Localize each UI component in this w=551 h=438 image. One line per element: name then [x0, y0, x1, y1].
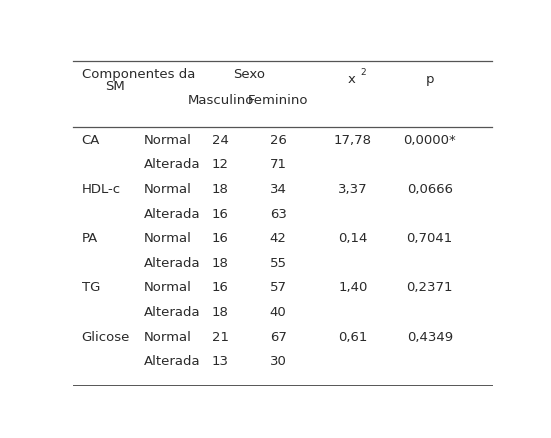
Text: 0,61: 0,61 [338, 331, 368, 344]
Text: 55: 55 [269, 257, 287, 270]
Text: Alterada: Alterada [144, 306, 200, 319]
Text: 57: 57 [269, 282, 287, 294]
Text: 0,4349: 0,4349 [407, 331, 453, 344]
Text: x: x [348, 73, 355, 86]
Text: SM: SM [105, 80, 125, 93]
Text: Normal: Normal [144, 282, 192, 294]
Text: 0,2371: 0,2371 [407, 282, 453, 294]
Text: 24: 24 [212, 134, 229, 147]
Text: Normal: Normal [144, 331, 192, 344]
Text: 21: 21 [212, 331, 229, 344]
Text: Alterada: Alterada [144, 257, 200, 270]
Text: 12: 12 [212, 159, 229, 171]
Text: 2: 2 [360, 68, 366, 77]
Text: 1,40: 1,40 [338, 282, 368, 294]
Text: PA: PA [82, 232, 98, 245]
Text: 0,0666: 0,0666 [407, 183, 453, 196]
Text: 0,0000*: 0,0000* [403, 134, 456, 147]
Text: Alterada: Alterada [144, 355, 200, 368]
Text: Masculino: Masculino [187, 94, 253, 107]
Text: TG: TG [82, 282, 100, 294]
Text: 30: 30 [269, 355, 287, 368]
Text: Feminino: Feminino [248, 94, 309, 107]
Text: 13: 13 [212, 355, 229, 368]
Text: 16: 16 [212, 232, 229, 245]
Text: HDL-c: HDL-c [82, 183, 121, 196]
Text: Normal: Normal [144, 232, 192, 245]
Text: 16: 16 [212, 282, 229, 294]
Text: 18: 18 [212, 306, 229, 319]
Text: 71: 71 [269, 159, 287, 171]
Text: 42: 42 [269, 232, 287, 245]
Text: Componentes da: Componentes da [82, 68, 195, 81]
Text: 0,7041: 0,7041 [407, 232, 453, 245]
Text: 0,14: 0,14 [338, 232, 368, 245]
Text: 16: 16 [212, 208, 229, 221]
Text: 40: 40 [270, 306, 287, 319]
Text: 18: 18 [212, 257, 229, 270]
Text: 18: 18 [212, 183, 229, 196]
Text: Glicose: Glicose [82, 331, 130, 344]
Text: 17,78: 17,78 [334, 134, 372, 147]
Text: CA: CA [82, 134, 100, 147]
Text: 63: 63 [269, 208, 287, 221]
Text: 34: 34 [269, 183, 287, 196]
Text: Alterada: Alterada [144, 208, 200, 221]
Text: Sexo: Sexo [233, 68, 265, 81]
Text: 3,37: 3,37 [338, 183, 368, 196]
Text: p: p [425, 73, 434, 86]
Text: 26: 26 [269, 134, 287, 147]
Text: Alterada: Alterada [144, 159, 200, 171]
Text: Normal: Normal [144, 134, 192, 147]
Text: 67: 67 [269, 331, 287, 344]
Text: Normal: Normal [144, 183, 192, 196]
